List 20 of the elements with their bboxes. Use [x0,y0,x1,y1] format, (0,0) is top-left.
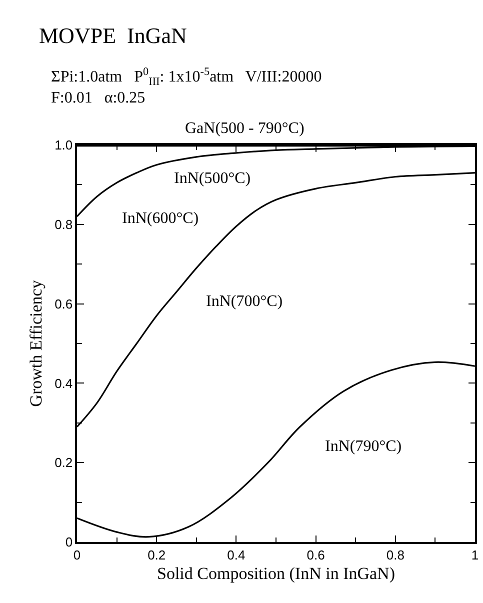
x-tick-label: 0.2 [148,547,166,562]
annotation: InN(790°C) [325,438,402,455]
y-tick-label: 0.6 [54,296,73,312]
y-tick-label: 0.4 [54,376,73,391]
x-tick-label: 0.8 [386,547,404,562]
y-tick-label: 0 [65,534,73,550]
annotation: InN(600°C) [122,210,199,227]
y-axis-title: Growth Efficiency [26,280,46,407]
annotation: InN(500°C) [174,170,251,187]
text: ΣPi:1.0atm P$^{0}$$_{III}$: 1x10$^{-5}$atm V/III:20000 F:0.01 α:0.25 [51,66,322,107]
chart-title: MOVPE InGaN [39,23,187,48]
text: GaN(500 - 790°C) [185,120,304,137]
y-tick-label: 0.2 [54,455,73,470]
y-tick-label: 0.8 [54,216,73,232]
y-tick-label: 1.0 [54,138,73,153]
x-axis-title: Solid Composition (InN in InGaN) [157,564,395,584]
annotation: InN(700°C) [206,293,283,310]
x-tick-label: 0.6 [306,547,325,562]
x-tick-label: 1 [471,547,479,562]
x-tick-label: 0.4 [227,547,246,562]
